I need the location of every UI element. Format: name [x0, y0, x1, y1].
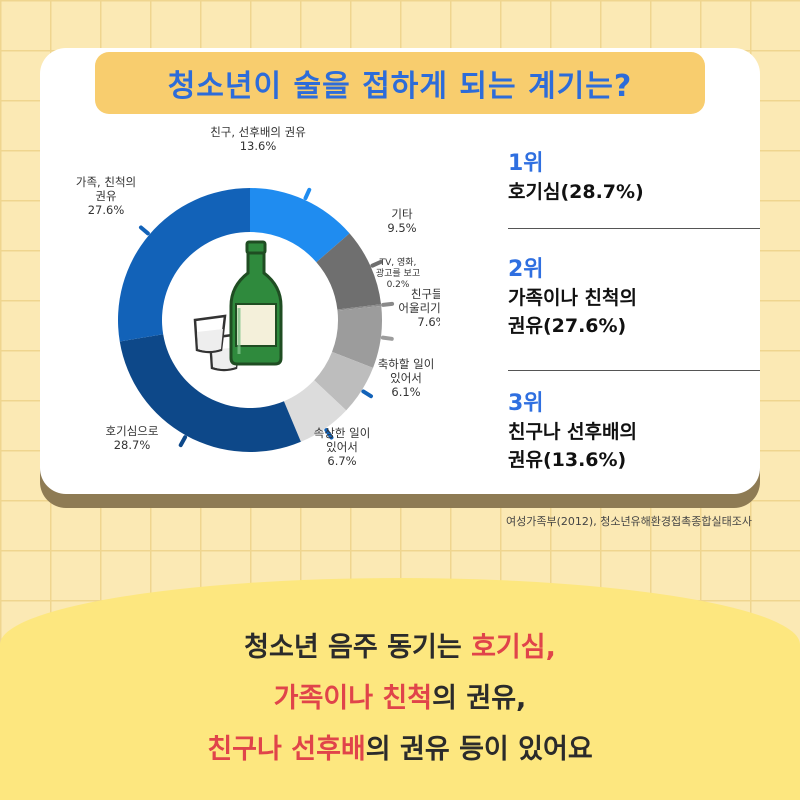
rank-text: 호기심(28.7%) — [508, 181, 644, 203]
rank-number: 1위 — [508, 151, 544, 176]
slice-category-label: 광고를 보고 — [376, 267, 420, 279]
label-ticks — [138, 187, 395, 448]
donut-slice — [250, 188, 350, 263]
slice-category-label: TV, 영화, — [379, 257, 417, 268]
donut-slice — [337, 304, 382, 311]
rank-number: 3위 — [508, 391, 544, 416]
soju-bottle-icon — [229, 240, 283, 366]
soju-illustration — [193, 240, 283, 372]
slice-category-label: 있어서 — [390, 371, 422, 385]
rank-number: 2위 — [508, 257, 544, 282]
slice-category-label: 속상한 일이 — [314, 426, 371, 440]
rank-2: 2위 가족이나 친척의 권유(27.6%) — [508, 256, 758, 340]
highlight-span: 가족이나 친척 — [273, 683, 433, 714]
rank-text: 권유(27.6%) — [508, 315, 627, 337]
slice-value-label: 28.7% — [114, 438, 151, 452]
text-span: 의 권유, — [432, 683, 527, 714]
slice-tick — [381, 301, 395, 307]
slice-value-label: 6.7% — [327, 454, 356, 468]
title-banner: 청소년이 술을 접하게 되는 계기는? — [95, 52, 705, 114]
bottom-line-2: 가족이나 친척의 권유, — [0, 673, 800, 724]
donut-slice — [316, 233, 382, 310]
slice-value-label: 6.1% — [391, 385, 420, 399]
slice-category-label: 어울리기 위해 — [398, 301, 440, 315]
bottom-message: 청소년 음주 동기는 호기심, 가족이나 친척의 권유, 친구나 선후배의 권유… — [0, 622, 800, 775]
slice-tick — [380, 335, 394, 341]
rank-divider — [508, 228, 760, 229]
source-citation: 여성가족부(2012), 청소년유해환경접촉종합실태조사 — [506, 515, 752, 528]
slice-category-label: 축하할 일이 — [378, 357, 435, 371]
donut-slice — [119, 334, 301, 452]
rank-1: 1위 호기심(28.7%) — [508, 150, 758, 206]
donut-slice — [332, 305, 383, 368]
rank-text: 가족이나 친척의 — [508, 287, 637, 309]
bottom-line-3: 친구나 선후배의 권유 등이 있어요 — [0, 724, 800, 775]
rank-3: 3위 친구나 선후배의 권유(13.6%) — [508, 390, 758, 474]
bottom-band — [0, 578, 800, 800]
slice-category-label: 있어서 — [326, 440, 358, 454]
rank-divider — [508, 370, 760, 371]
slice-category-label: 친구들과 — [411, 287, 440, 301]
slice-tick — [361, 389, 373, 399]
soju-glass-icon — [193, 314, 227, 354]
bottom-line-1: 청소년 음주 동기는 호기심, — [0, 622, 800, 673]
highlight-span: 호기심, — [471, 632, 556, 663]
slice-value-label: 9.5% — [387, 221, 416, 235]
slice-category-label: 권유 — [95, 189, 116, 203]
slice-category-label: 가족, 친척의 — [76, 175, 136, 189]
slice-category-label: 호기심으로 — [106, 424, 159, 438]
slice-category-label: 친구, 선후배의 권유 — [210, 125, 306, 139]
slice-value-label: 27.6% — [88, 203, 125, 217]
slice-value-label: 7.6% — [417, 315, 440, 329]
text-span: 청소년 음주 동기는 — [244, 632, 472, 663]
rank-text: 권유(13.6%) — [508, 449, 627, 471]
slice-value-label: 13.6% — [240, 139, 277, 153]
slice-value-label: 0.2% — [387, 280, 410, 290]
slice-tick — [303, 187, 312, 201]
rank-text: 친구나 선후배의 — [508, 421, 637, 443]
highlight-span: 친구나 선후배 — [207, 734, 366, 765]
donut-slice — [283, 380, 347, 442]
slice-tick — [324, 428, 334, 440]
slice-tick — [138, 225, 150, 236]
slice-tick — [370, 259, 383, 268]
text-span: 의 권유 등이 있어요 — [365, 734, 593, 765]
chart-title: 청소년이 술을 접하게 되는 계기는? — [167, 69, 633, 104]
slice-category-label: 기타 — [391, 207, 413, 221]
donut-slice — [314, 351, 374, 411]
donut-slice — [117, 188, 250, 342]
slice-tick — [178, 435, 188, 448]
donut-slices — [117, 188, 383, 452]
